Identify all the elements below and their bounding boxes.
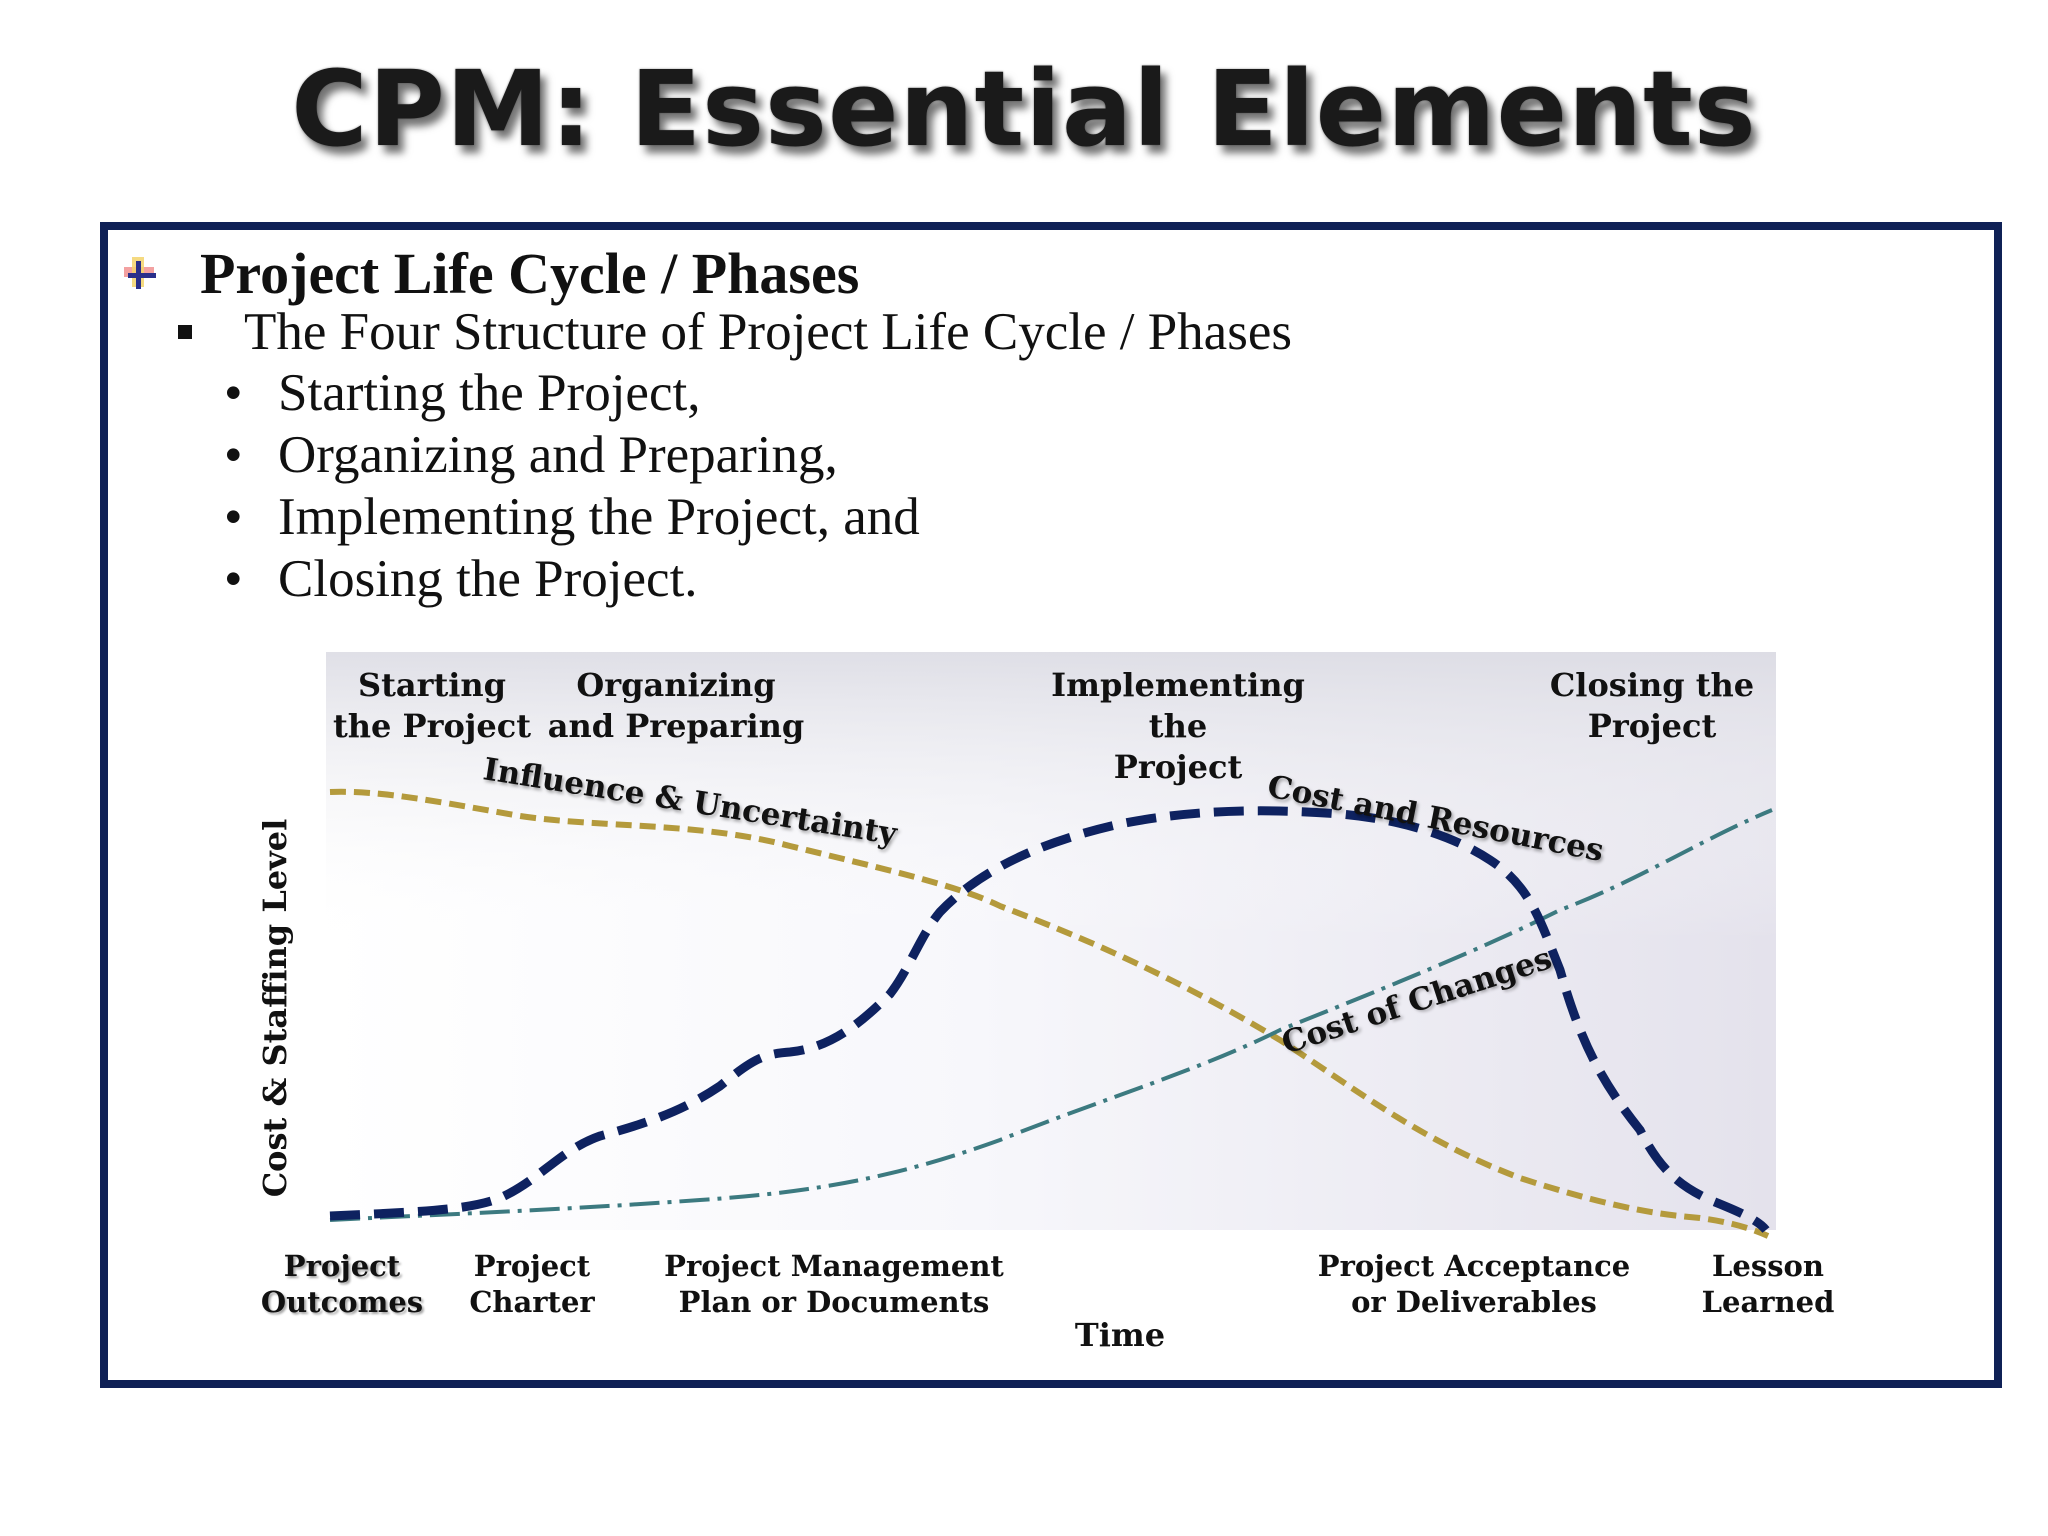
decorative-bullet-icon — [122, 253, 162, 293]
slide-title: CPM: Essential Elements — [291, 48, 1757, 170]
list-item: • Starting the Project, — [224, 364, 701, 422]
bullet-dot-icon: • — [224, 426, 243, 484]
subheading-row: The Four Structure of Project Life Cycle… — [178, 302, 1292, 362]
section-heading: Project Life Cycle / Phases — [200, 240, 860, 306]
bullet-dot-icon: • — [224, 550, 243, 608]
list-item: • Organizing and Preparing, — [224, 426, 838, 484]
heading-row: Project Life Cycle / Phases — [122, 238, 859, 308]
list-item: • Implementing the Project, and — [224, 488, 920, 546]
bullet-dot-icon: • — [224, 364, 243, 422]
phase-list: • Starting the Project, • Organizing and P… — [224, 362, 920, 610]
square-bullet-icon — [178, 325, 192, 339]
subheading: The Four Structure of Project Life Cycle… — [244, 303, 1292, 361]
bullet-dot-icon: • — [224, 488, 243, 546]
list-item: • Closing the Project. — [224, 550, 698, 608]
